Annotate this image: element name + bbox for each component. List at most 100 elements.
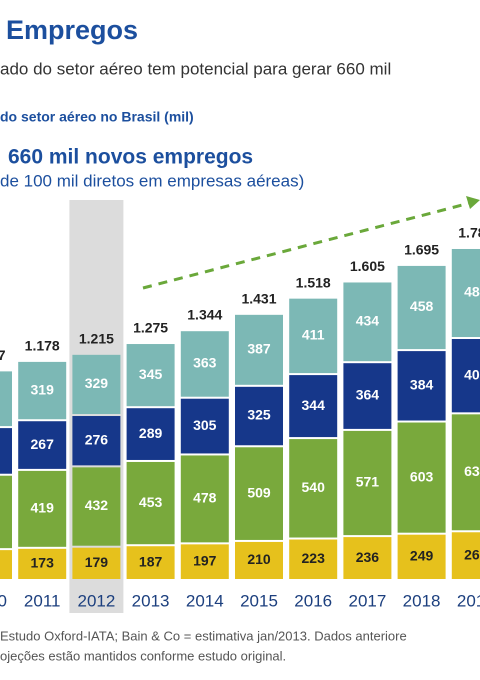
segment-label: 267	[31, 436, 55, 452]
bar-segment	[397, 534, 446, 579]
segment-label: 419	[31, 500, 55, 516]
x-tick-label: 2014	[186, 591, 224, 610]
total-label: 1.785	[458, 225, 480, 241]
bar-segment	[343, 430, 392, 536]
bar-segment	[0, 428, 12, 474]
bar-segment	[289, 298, 338, 374]
bar-segment	[18, 548, 67, 579]
bar-segment	[451, 532, 480, 579]
x-tick-label: 2018	[403, 591, 441, 610]
bar-segment	[397, 265, 446, 350]
bar-segment	[289, 439, 338, 538]
bar-segment	[180, 455, 229, 543]
bar-segment	[180, 398, 229, 454]
bar-segment	[72, 547, 121, 579]
bar-segment	[72, 416, 121, 466]
bar-segment	[235, 314, 283, 385]
trend-arrow	[142, 201, 471, 290]
segment-label: 249	[410, 548, 434, 564]
bar-segment	[0, 475, 12, 549]
footnote: ojeções estão mantidos conforme estudo o…	[0, 648, 286, 663]
bar-segment	[289, 539, 338, 579]
segment-label: 484	[464, 284, 480, 300]
x-tick-label: 2012	[77, 591, 115, 610]
bar-segment	[235, 541, 283, 579]
segment-label: 384	[410, 377, 434, 393]
segment-label: 571	[356, 474, 380, 490]
total-label: 1.215	[79, 331, 114, 347]
segment-label: 453	[139, 494, 163, 510]
x-tick-label: 2010	[0, 591, 7, 610]
segment-label: 329	[85, 375, 109, 391]
bar-segment	[126, 461, 175, 545]
segment-label: 305	[193, 417, 217, 433]
bar-segment	[0, 550, 12, 579]
x-tick-label: 2015	[240, 591, 278, 610]
segment-label: 432	[85, 497, 109, 513]
bar-segment	[180, 544, 229, 579]
segment-label: 634	[464, 463, 480, 479]
plot: 1664002563051.12720101734192673191.17820…	[0, 196, 480, 613]
total-label: 1.695	[404, 241, 439, 257]
segment-label: 187	[139, 553, 163, 569]
annotation: 660 mil novos empregos	[8, 146, 253, 169]
bar-segment	[343, 363, 392, 429]
segment-label: 387	[247, 341, 271, 357]
segment-label: 363	[193, 355, 217, 371]
x-tick-label: 2017	[348, 591, 386, 610]
segment-label: 364	[356, 387, 380, 403]
subtitle: ado do setor aéreo tem potencial para ge…	[0, 59, 391, 78]
bar-segment	[72, 467, 121, 546]
segment-label: 179	[85, 554, 109, 570]
segment-label: 173	[31, 555, 55, 571]
total-label: 1.127	[0, 347, 6, 363]
bar-segment	[451, 414, 480, 531]
bar-segment	[343, 537, 392, 579]
segment-label: 603	[410, 468, 434, 484]
segment-label: 197	[193, 552, 217, 568]
bar-segment	[18, 361, 67, 420]
bar-segment	[451, 339, 480, 413]
total-label: 1.344	[187, 307, 222, 323]
segment-label: 276	[85, 431, 109, 447]
segment-label: 458	[410, 298, 434, 314]
bar-segment	[126, 344, 175, 407]
footnote: Estudo Oxford-IATA; Bain & Co = estimati…	[0, 628, 407, 643]
chart-heading: do setor aéreo no Brasil (mil)	[0, 109, 194, 125]
x-tick-label: 2019	[457, 591, 480, 610]
segment-label: 210	[247, 551, 271, 567]
total-label: 1.275	[133, 320, 168, 336]
bar-segment	[180, 331, 229, 397]
bar-segment	[126, 546, 175, 579]
total-label: 1.605	[350, 258, 385, 274]
bar-segment	[397, 351, 446, 421]
segment-label: 319	[31, 381, 55, 397]
segment-label: 540	[302, 479, 326, 495]
x-tick-label: 2016	[294, 591, 332, 610]
bar-segment	[126, 408, 175, 460]
bar-segment	[235, 386, 283, 446]
segment-label: 262	[464, 546, 480, 562]
bar-segment	[18, 421, 67, 469]
total-label: 1.431	[241, 291, 276, 307]
total-label: 1.178	[25, 338, 60, 354]
annotation: de 100 mil diretos em empresas aéreas)	[0, 171, 304, 190]
segment-label: 478	[193, 490, 217, 506]
bar-segment	[289, 375, 338, 438]
bar-segment	[397, 422, 446, 533]
segment-label: 344	[302, 397, 326, 413]
segment-label: 434	[356, 313, 380, 329]
segment-label: 223	[302, 550, 326, 566]
segment-label: 411	[302, 327, 325, 343]
segment-label: 289	[139, 425, 163, 441]
segment-label: 345	[139, 366, 163, 382]
bar-segment	[72, 354, 121, 415]
segment-label: 509	[247, 484, 271, 500]
arrow-head	[466, 196, 480, 209]
segment-label: 236	[356, 549, 380, 565]
x-tick-label: 2011	[24, 591, 61, 610]
bar-segment	[0, 371, 12, 427]
bar-segment	[343, 282, 392, 362]
